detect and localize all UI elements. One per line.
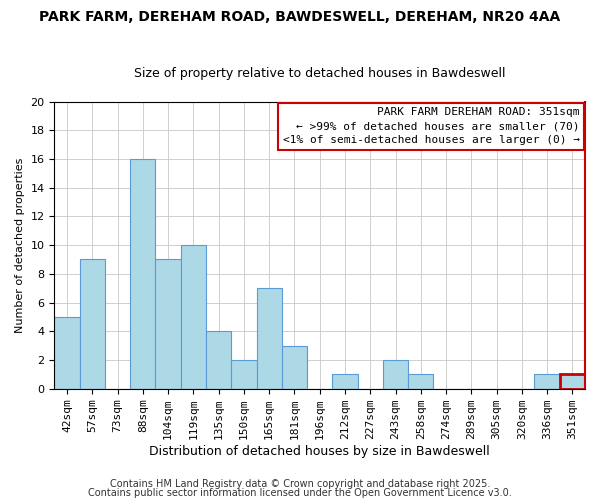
Bar [181, 245, 206, 388]
Bar [282, 346, 307, 389]
Bar [535, 374, 560, 388]
Bar [130, 159, 155, 388]
Bar [206, 332, 231, 388]
Text: PARK FARM DEREHAM ROAD: 351sqm
← >99% of detached houses are smaller (70)
<1% of: PARK FARM DEREHAM ROAD: 351sqm ← >99% of… [283, 107, 580, 145]
Bar [408, 374, 433, 388]
Bar [257, 288, 282, 388]
Y-axis label: Number of detached properties: Number of detached properties [15, 158, 25, 333]
Text: Contains HM Land Registry data © Crown copyright and database right 2025.: Contains HM Land Registry data © Crown c… [110, 479, 490, 489]
Bar [560, 374, 585, 388]
Text: Contains public sector information licensed under the Open Government Licence v3: Contains public sector information licen… [88, 488, 512, 498]
X-axis label: Distribution of detached houses by size in Bawdeswell: Distribution of detached houses by size … [149, 444, 490, 458]
Bar [231, 360, 257, 388]
Bar [80, 260, 105, 388]
Bar [383, 360, 408, 388]
Title: Size of property relative to detached houses in Bawdeswell: Size of property relative to detached ho… [134, 66, 505, 80]
Bar [55, 317, 80, 388]
Text: PARK FARM, DEREHAM ROAD, BAWDESWELL, DEREHAM, NR20 4AA: PARK FARM, DEREHAM ROAD, BAWDESWELL, DER… [40, 10, 560, 24]
Bar [155, 260, 181, 388]
Bar [332, 374, 358, 388]
